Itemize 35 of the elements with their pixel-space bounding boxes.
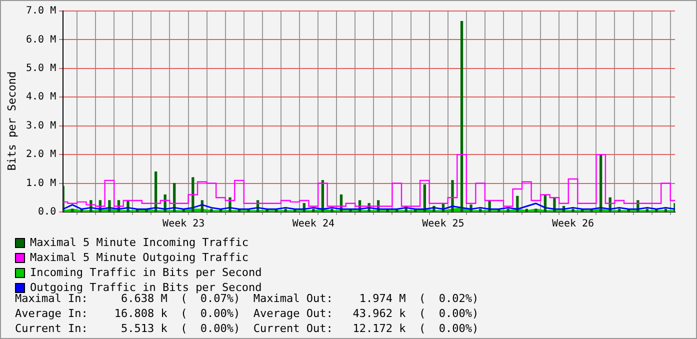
bar — [664, 208, 668, 212]
y-tick-label: 1.0 M — [26, 178, 56, 189]
text: Current In: 5.513 k ( 0.00%) Current Out: 12.172 k ( 0.00%) — [15, 321, 479, 336]
y-tick-label: 0.0 — [38, 206, 56, 218]
y-tick-label: 4.0 M — [26, 92, 56, 103]
y-tick-label: 3.0 M — [26, 120, 56, 132]
y-tick-label: 7.0 M — [26, 6, 56, 17]
bar — [210, 208, 213, 212]
x-tick-label: Week 26 — [552, 218, 594, 230]
text: Average In: 16.808 k ( 0.00%) Average Out: 43.962 k ( 0.00%) — [15, 306, 479, 321]
bar — [646, 208, 649, 212]
bar — [525, 208, 528, 212]
legend-label: Outgoing Traffic in Bits per Second — [30, 280, 262, 294]
y-tick-label: 5.0 M — [26, 63, 56, 74]
legend-label: Maximal 5 Minute Incoming Traffic — [30, 235, 249, 250]
bar — [284, 208, 287, 212]
bar — [534, 208, 538, 212]
y-tick-label: 2.0 M — [26, 149, 56, 160]
bar — [330, 208, 334, 212]
text: Maximal In: 6.638 M ( 0.07%) Maximal Out: 1.974 M ( 0.02%) — [15, 292, 479, 306]
bar — [600, 154, 602, 212]
y-tick-label: 6.0 M — [26, 34, 56, 46]
x-tick-label: Week 23 — [162, 218, 205, 230]
legend-label: Maximal 5 Minute Outgoing Traffic — [30, 250, 249, 265]
bar — [572, 208, 574, 212]
bar — [478, 208, 482, 212]
bar — [618, 208, 621, 212]
bar — [460, 21, 464, 212]
x-tick-label: Week 25 — [422, 218, 464, 230]
bar — [71, 208, 74, 212]
legend-label: Incoming Traffic in Bits per Second — [30, 265, 262, 280]
bar — [312, 208, 315, 212]
bar — [506, 208, 510, 212]
y-axis-title: Bits per Second — [6, 71, 18, 171]
x-tick-label: Week 24 — [292, 218, 334, 230]
